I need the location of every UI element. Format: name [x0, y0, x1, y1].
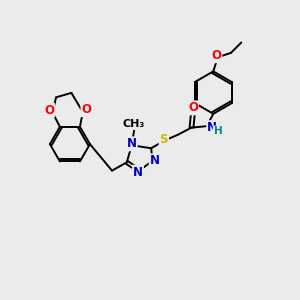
- Text: N: N: [150, 154, 160, 167]
- Text: S: S: [160, 133, 168, 146]
- Text: O: O: [81, 103, 92, 116]
- Text: CH₃: CH₃: [123, 119, 145, 129]
- Text: N: N: [127, 137, 137, 150]
- Text: O: O: [211, 49, 221, 62]
- Text: N: N: [207, 121, 217, 134]
- Text: O: O: [188, 101, 198, 114]
- Text: O: O: [44, 104, 54, 117]
- Text: H: H: [214, 126, 222, 136]
- Text: N: N: [133, 166, 143, 178]
